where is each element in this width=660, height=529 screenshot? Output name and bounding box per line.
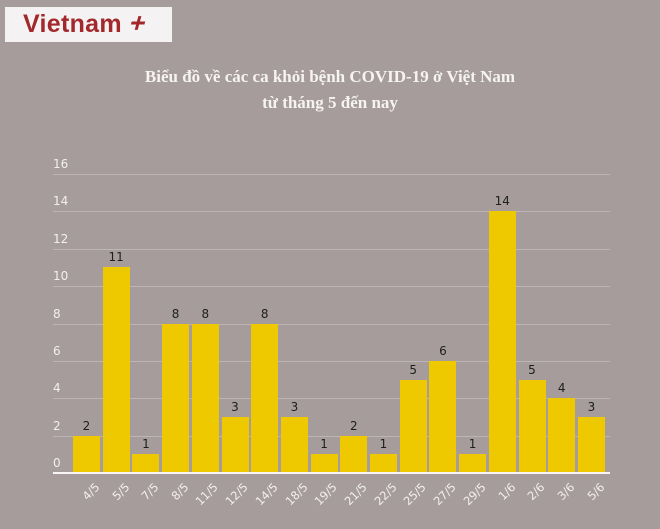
bar-14-5 — [251, 323, 279, 473]
gridline — [53, 248, 610, 250]
bar-7-5 — [132, 454, 160, 473]
bar-4-5 — [73, 435, 100, 473]
data-label: 6 — [439, 343, 447, 358]
bar-3-6 — [548, 398, 576, 473]
bar-2-6 — [518, 379, 546, 473]
bar-1-6 — [488, 211, 516, 473]
data-label: 11 — [108, 250, 124, 265]
gridline — [53, 435, 610, 437]
data-label: 1 — [468, 437, 477, 452]
chart-title-line-2: từ tháng 5 đến nay — [262, 93, 398, 112]
x-tick-label: 21/5 — [341, 480, 370, 509]
gridline — [53, 398, 610, 400]
y-tick-label: 16 — [53, 157, 69, 171]
y-tick-label: 14 — [53, 194, 69, 209]
x-tick-label: 14/5 — [252, 480, 281, 509]
x-tick-label: 19/5 — [311, 480, 341, 509]
gridline — [53, 323, 610, 325]
x-tick-label: 2/6 — [524, 480, 548, 503]
data-label: 8 — [201, 306, 210, 321]
y-tick-label: 6 — [53, 343, 61, 358]
bar-11-5 — [191, 323, 219, 473]
bar-18-5 — [280, 416, 308, 473]
data-label: 1 — [142, 437, 150, 452]
y-tick-label: 12 — [53, 231, 69, 246]
x-tick-label: 29/5 — [460, 480, 489, 509]
data-label: 1 — [320, 437, 328, 452]
x-tick-label: 7/5 — [138, 480, 162, 503]
x-tick-label: 4/5 — [79, 480, 103, 503]
logo-text: Vietnam — [23, 10, 122, 38]
bar-29-5 — [459, 454, 487, 473]
bar-8-5 — [162, 323, 190, 473]
bar-5-5 — [102, 267, 130, 473]
data-label: 2 — [349, 418, 358, 433]
bar-21-5 — [340, 435, 368, 473]
gridline — [53, 360, 610, 362]
data-label: 4 — [557, 381, 566, 396]
x-tick-label: 5/5 — [109, 480, 133, 503]
x-tick-label: 8/5 — [168, 480, 192, 503]
bar-25-5 — [399, 379, 427, 473]
data-label: 8 — [260, 306, 269, 321]
x-tick-label: 5/6 — [584, 480, 608, 503]
gridline — [53, 174, 610, 175]
data-label: 14 — [494, 194, 510, 209]
chart-title-line-1: Biểu đồ về các ca khỏi bệnh COVID-19 ở V… — [144, 67, 516, 86]
y-tick-label: 4 — [53, 381, 61, 396]
data-label: 3 — [587, 399, 596, 414]
x-tick-label: 18/5 — [282, 480, 311, 509]
x-tick-label: 25/5 — [400, 480, 430, 509]
data-label: 8 — [171, 306, 180, 321]
x-axis-line — [53, 472, 610, 474]
vietnamplus-logo: Vietnam + — [5, 7, 172, 42]
bar-5-6 — [577, 416, 605, 473]
x-tick-label: 1/6 — [495, 480, 519, 503]
data-label: 3 — [290, 399, 299, 414]
bar-12-5 — [221, 416, 249, 473]
x-tick-label: 22/5 — [371, 480, 400, 509]
data-label: 2 — [82, 418, 91, 433]
bar-22-5 — [370, 454, 397, 473]
data-label: 1 — [379, 437, 388, 452]
gridline — [53, 211, 610, 213]
data-label: 5 — [528, 362, 536, 377]
x-tick-label: 27/5 — [430, 480, 459, 509]
bar-27-5 — [429, 360, 457, 473]
x-tick-label: 12/5 — [222, 480, 251, 509]
bar-19-5 — [310, 454, 338, 473]
gridline — [53, 286, 610, 288]
data-label: 5 — [409, 362, 417, 377]
y-tick-label: 2 — [53, 418, 61, 433]
y-tick-label: 0 — [53, 456, 61, 470]
y-tick-label: 10 — [53, 269, 69, 284]
y-tick-label: 8 — [53, 306, 61, 321]
x-tick-label: 3/6 — [554, 480, 578, 503]
x-tick-label: 11/5 — [193, 480, 222, 509]
data-label: 3 — [231, 399, 239, 414]
